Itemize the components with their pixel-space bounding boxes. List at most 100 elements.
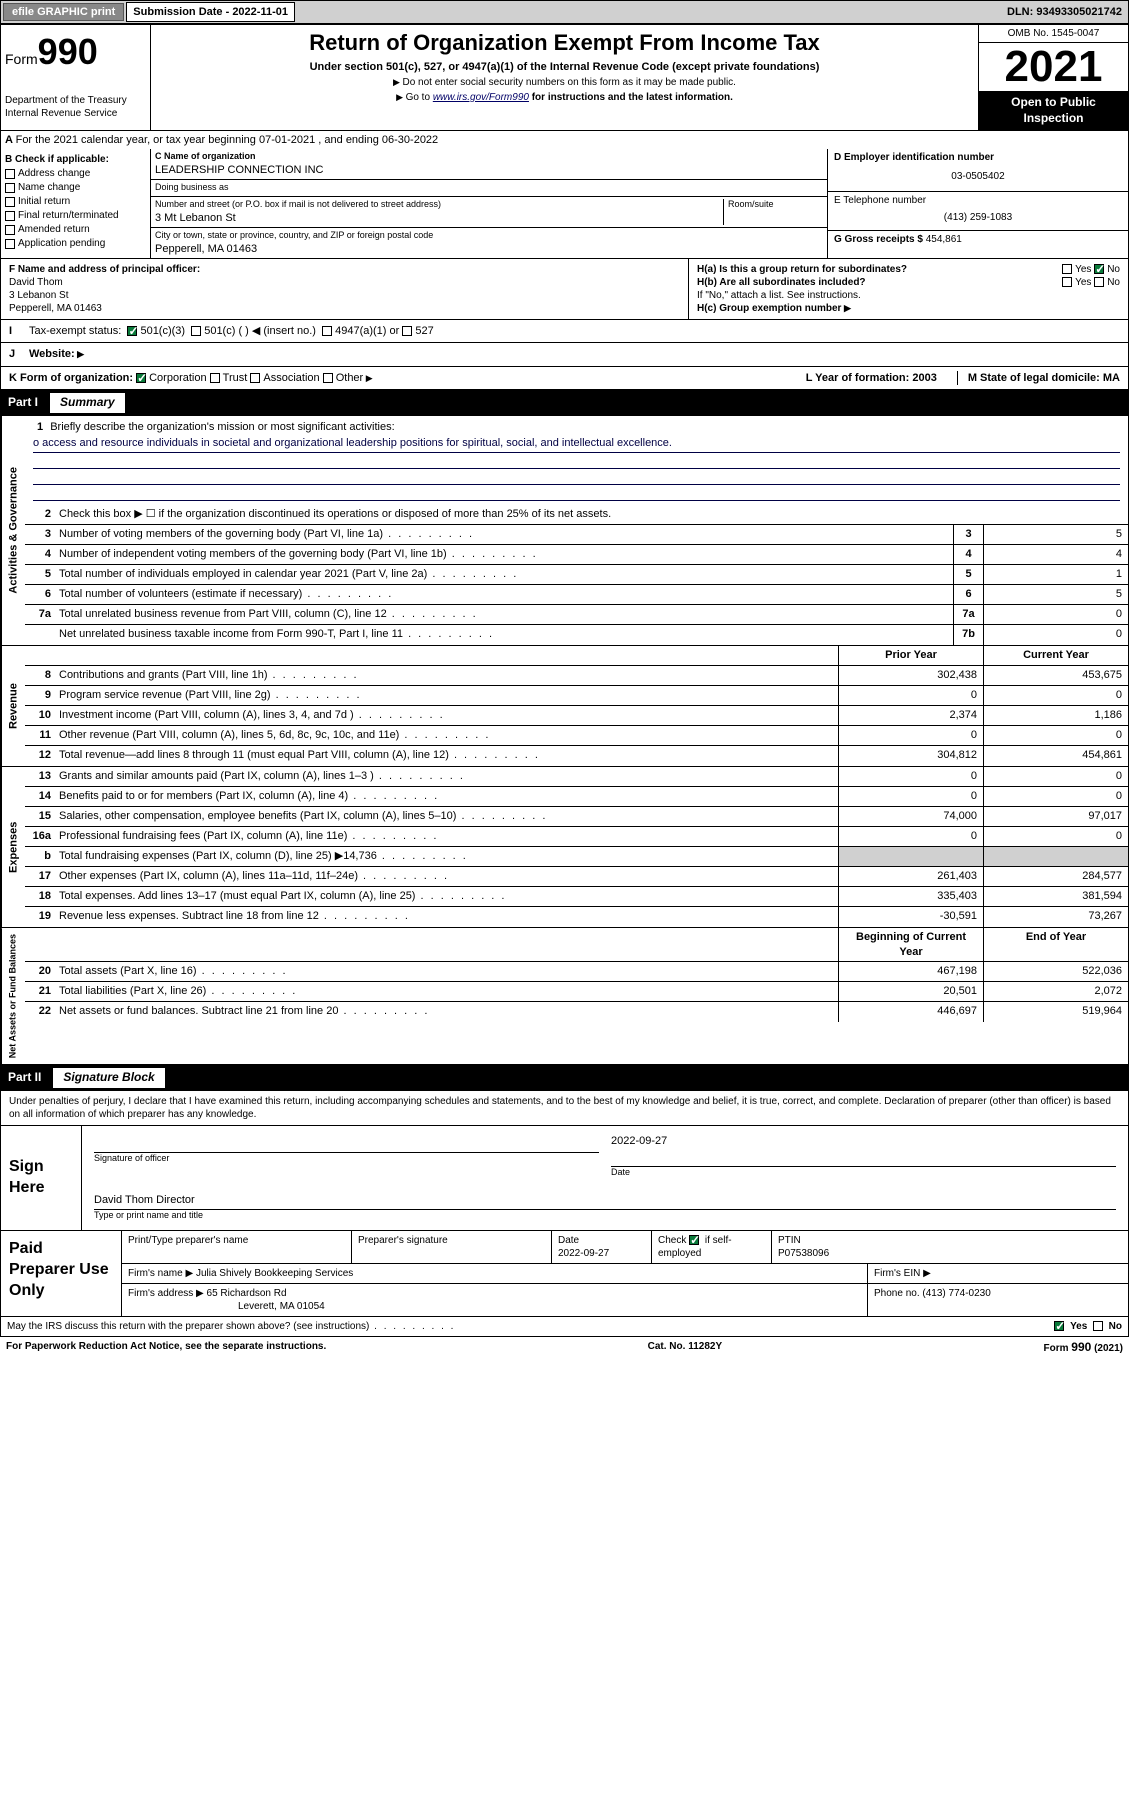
officer-city: Pepperell, MA 01463 bbox=[9, 302, 680, 315]
chk-trust[interactable] bbox=[210, 373, 220, 383]
mission-blank2 bbox=[33, 469, 1120, 485]
paid-preparer-block: Paid Preparer Use Only Print/Type prepar… bbox=[0, 1231, 1129, 1317]
tax-year: 2021 bbox=[979, 43, 1128, 91]
firm-phone: (413) 774-0230 bbox=[922, 1288, 990, 1299]
chk-4947[interactable] bbox=[322, 326, 332, 336]
chk-initial[interactable] bbox=[5, 197, 15, 207]
col-b-checkboxes: B Check if applicable: Address change Na… bbox=[1, 149, 151, 258]
q1-label: Briefly describe the organization's miss… bbox=[50, 421, 394, 433]
firm-addr-label: Firm's address ▶ bbox=[128, 1288, 204, 1299]
chk-assoc[interactable] bbox=[250, 373, 260, 383]
f-label: F Name and address of principal officer: bbox=[9, 263, 680, 276]
section-governance: Activities & Governance 1 Briefly descri… bbox=[0, 416, 1129, 647]
ha-label: H(a) Is this a group return for subordin… bbox=[697, 264, 907, 275]
efile-print-button[interactable]: efile GRAPHIC print bbox=[3, 3, 124, 21]
gross-label: G Gross receipts $ bbox=[834, 234, 923, 245]
firm-addr2: Leverett, MA 01054 bbox=[128, 1301, 325, 1312]
row-k-form-org: K Form of organization: Corporation Trus… bbox=[0, 367, 1129, 390]
summary-row: 5Total number of individuals employed in… bbox=[25, 565, 1128, 585]
k-label: K Form of organization: bbox=[9, 371, 133, 385]
submission-date: Submission Date - 2022-11-01 bbox=[126, 2, 295, 22]
chk-amended[interactable] bbox=[5, 225, 15, 235]
tax-status-label: Tax-exempt status: bbox=[29, 324, 121, 338]
summary-row: 13Grants and similar amounts paid (Part … bbox=[25, 767, 1128, 787]
form-subtitle: Under section 501(c), 527, or 4947(a)(1)… bbox=[155, 60, 974, 74]
vtab-revenue: Revenue bbox=[1, 646, 25, 766]
firm-ein-label: Firm's EIN ▶ bbox=[868, 1264, 1128, 1283]
m-state: M State of legal domicile: MA bbox=[957, 371, 1120, 385]
summary-row: 22Net assets or fund balances. Subtract … bbox=[25, 1002, 1128, 1022]
form-ref: Form 990 (2021) bbox=[1044, 1340, 1124, 1356]
firm-name: Julia Shively Bookkeeping Services bbox=[196, 1268, 353, 1279]
summary-row: 12Total revenue—add lines 8 through 11 (… bbox=[25, 746, 1128, 766]
irs: Internal Revenue Service bbox=[5, 107, 146, 120]
summary-row: 21Total liabilities (Part X, line 26)20,… bbox=[25, 982, 1128, 1002]
mission-blank1 bbox=[33, 453, 1120, 469]
chk-self-employed[interactable] bbox=[689, 1235, 699, 1245]
vtab-net-assets: Net Assets or Fund Balances bbox=[1, 928, 25, 1064]
section-revenue: Revenue Prior Year Current Year 8Contrib… bbox=[0, 646, 1129, 767]
phone-label: E Telephone number bbox=[834, 194, 1122, 207]
summary-row: 20Total assets (Part X, line 16)467,1985… bbox=[25, 962, 1128, 982]
chk-501c3[interactable] bbox=[127, 326, 137, 336]
part2-title: Signature Block bbox=[53, 1068, 164, 1088]
chk-corp[interactable] bbox=[136, 373, 146, 383]
summary-row: 8Contributions and grants (Part VIII, li… bbox=[25, 666, 1128, 686]
room-label: Room/suite bbox=[728, 199, 823, 211]
irs-link-note: Go to www.irs.gov/Form990 for instructio… bbox=[155, 91, 974, 104]
chk-501c[interactable] bbox=[191, 326, 201, 336]
col-d-ein: D Employer identification number 03-0505… bbox=[828, 149, 1128, 258]
ptin: P07538096 bbox=[778, 1248, 829, 1259]
hb-no[interactable] bbox=[1094, 277, 1104, 287]
sign-here-block: Sign Here Signature of officer 2022-09-2… bbox=[0, 1125, 1129, 1231]
discuss-no[interactable] bbox=[1093, 1321, 1103, 1331]
prep-date: 2022-09-27 bbox=[558, 1248, 609, 1259]
summary-row: 9Program service revenue (Part VIII, lin… bbox=[25, 686, 1128, 706]
sig-date-label: Date bbox=[611, 1166, 1116, 1179]
officer-name: David Thom bbox=[9, 276, 680, 289]
discuss-yes[interactable] bbox=[1054, 1321, 1064, 1331]
col-prior-year: Prior Year bbox=[838, 646, 983, 665]
row-f-h: F Name and address of principal officer:… bbox=[0, 259, 1129, 320]
dba-label: Doing business as bbox=[155, 182, 823, 194]
mission-text: o access and resource individuals in soc… bbox=[33, 434, 1120, 453]
vtab-expenses: Expenses bbox=[1, 767, 25, 927]
summary-row: 7aTotal unrelated business revenue from … bbox=[25, 605, 1128, 625]
ein-label: D Employer identification number bbox=[834, 151, 1122, 164]
form-header: Form990 Department of the Treasury Inter… bbox=[0, 24, 1129, 131]
hb-yes[interactable] bbox=[1062, 277, 1072, 287]
chk-address[interactable] bbox=[5, 169, 15, 179]
chk-name[interactable] bbox=[5, 183, 15, 193]
ha-yes[interactable] bbox=[1062, 264, 1072, 274]
chk-other[interactable] bbox=[323, 373, 333, 383]
chk-app-pending[interactable] bbox=[5, 239, 15, 249]
summary-row: 4Number of independent voting members of… bbox=[25, 545, 1128, 565]
website-label: Website: bbox=[29, 347, 84, 361]
irs-link[interactable]: www.irs.gov/Form990 bbox=[433, 92, 529, 103]
prep-name-label: Print/Type preparer's name bbox=[122, 1231, 352, 1263]
city-label: City or town, state or province, country… bbox=[155, 230, 823, 242]
cat-no: Cat. No. 11282Y bbox=[648, 1340, 722, 1356]
form-number: Form990 bbox=[5, 29, 146, 76]
chk-527[interactable] bbox=[402, 326, 412, 336]
part2-num: Part II bbox=[8, 1070, 53, 1086]
footer: For Paperwork Reduction Act Notice, see … bbox=[0, 1337, 1129, 1359]
firm-name-label: Firm's name ▶ bbox=[128, 1268, 193, 1279]
mission-blank3 bbox=[33, 485, 1120, 501]
b-header: B Check if applicable: bbox=[5, 153, 146, 166]
summary-row: 17Other expenses (Part IX, column (A), l… bbox=[25, 867, 1128, 887]
chk-final[interactable] bbox=[5, 211, 15, 221]
ha-no[interactable] bbox=[1094, 264, 1104, 274]
discuss-label: May the IRS discuss this return with the… bbox=[7, 1320, 455, 1333]
col-current-year: Current Year bbox=[983, 646, 1128, 665]
sig-intro: Under penalties of perjury, I declare th… bbox=[0, 1091, 1129, 1125]
row-a-tax-year: A For the 2021 calendar year, or tax yea… bbox=[0, 131, 1129, 149]
prep-date-label: Date bbox=[558, 1235, 579, 1246]
prep-sig-label: Preparer's signature bbox=[352, 1231, 552, 1263]
summary-row: 10Investment income (Part VIII, column (… bbox=[25, 706, 1128, 726]
org-name: LEADERSHIP CONNECTION INC bbox=[155, 163, 823, 177]
section-net-assets: Net Assets or Fund Balances Beginning of… bbox=[0, 928, 1129, 1065]
summary-row: Net unrelated business taxable income fr… bbox=[25, 625, 1128, 645]
summary-row: 15Salaries, other compensation, employee… bbox=[25, 807, 1128, 827]
officer-printed-name: David Thom Director bbox=[94, 1193, 1116, 1207]
